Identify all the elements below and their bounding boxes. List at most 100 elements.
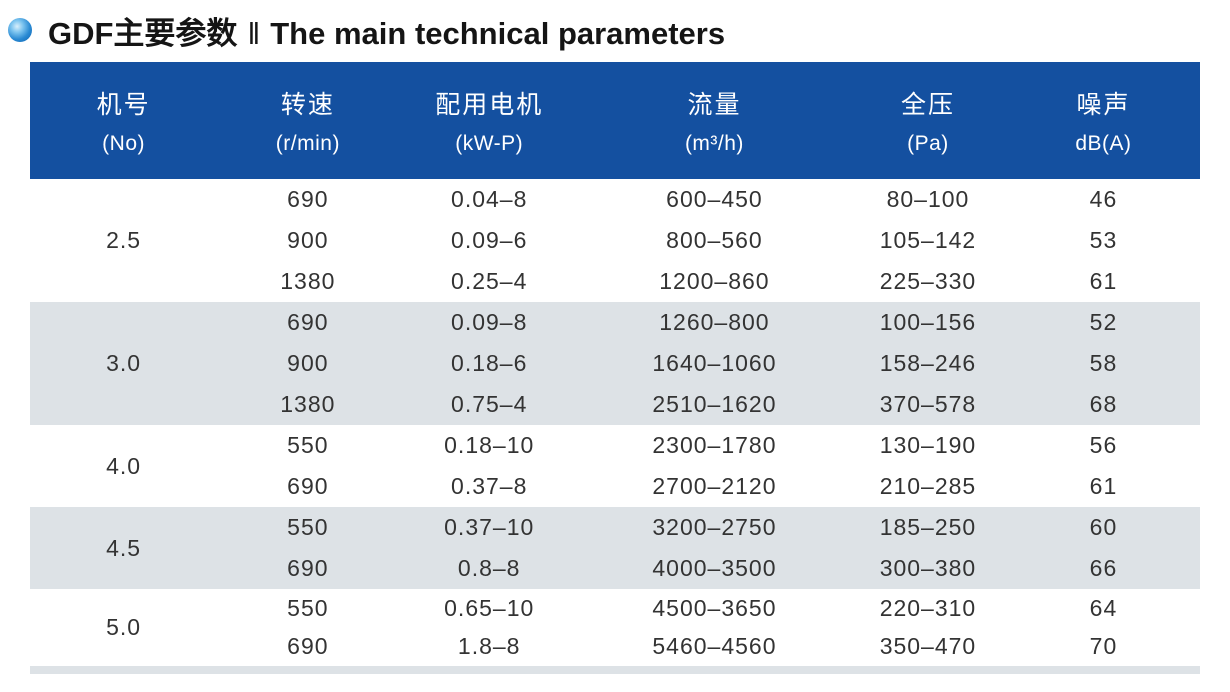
cell-motor: 0.37–8 xyxy=(451,473,528,499)
cell-noise: 66 xyxy=(1089,555,1118,581)
table-row: 1380 0.75–4 2510–1620 370–578 68 xyxy=(217,384,1200,425)
cell-pressure: 105–142 xyxy=(879,227,977,253)
cell-pressure: 210–285 xyxy=(879,473,977,499)
cell-speed: 690 xyxy=(287,633,329,660)
cell-pressure: 130–190 xyxy=(879,432,977,458)
cell-flow: 1640–1060 xyxy=(652,350,777,376)
cell-pressure: 300–380 xyxy=(879,555,977,581)
cell-noise: 56 xyxy=(1089,432,1118,458)
cell-speed: 550 xyxy=(287,514,329,540)
cell-speed: 900 xyxy=(287,350,329,376)
title-separator: ‖ xyxy=(247,15,261,51)
table-group: 4.5 550 0.37–10 3200–2750 185–250 60 690 0.8–8 4… xyxy=(30,507,1200,589)
section-title: GDF主要参数 ‖ The main technical parameters xyxy=(0,0,1230,56)
col-header-motor: 配用电机 (kW-P) xyxy=(435,91,544,155)
table-row: 1380 0.25–4 1200–860 225–330 61 xyxy=(217,261,1200,302)
cell-motor: 1.8–8 xyxy=(457,633,521,660)
cell-motor: 0.18–6 xyxy=(451,350,528,376)
cell-pressure: 158–246 xyxy=(879,350,977,376)
cell-flow: 1260–800 xyxy=(659,309,770,335)
cell-speed: 1380 xyxy=(280,391,336,417)
cell-pressure: 225–330 xyxy=(879,268,977,294)
table-row: 900 0.09–6 800–560 105–142 53 xyxy=(217,220,1200,261)
group-no-label: 4.0 xyxy=(106,452,142,479)
group-no-label: 3.0 xyxy=(106,350,142,376)
cell-flow: 2510–1620 xyxy=(652,391,777,417)
page-title-cn: GDF主要参数 xyxy=(48,15,238,51)
cell-motor: 0.09–6 xyxy=(451,227,528,253)
col-header-speed: 转速 (r/min) xyxy=(275,91,340,155)
cell-noise: 70 xyxy=(1089,633,1118,660)
page-title-en: The main technical parameters xyxy=(270,15,726,51)
table-row: 550 0.37–10 3200–2750 185–250 60 xyxy=(217,507,1200,548)
cell-speed: 690 xyxy=(287,555,329,581)
cell-motor: 0.09–8 xyxy=(451,309,528,335)
cell-flow: 2300–1780 xyxy=(652,432,777,458)
table-header: 机号 (No) 转速 (r/min) 配用电机 (kW-P) 流量 (m³/h)… xyxy=(30,62,1200,179)
cell-speed: 1380 xyxy=(280,268,336,294)
col-header-noise: 噪声 dB(A) xyxy=(1075,91,1132,155)
table-group: 4.0 550 0.18–10 2300–1780 130–190 56 690 0.37–8… xyxy=(30,425,1200,507)
col-header-pressure: 全压 (Pa) xyxy=(900,91,955,155)
cell-pressure: 370–578 xyxy=(879,391,977,417)
cell-motor: 0.75–4 xyxy=(451,391,528,417)
col-header-flow: 流量 (m³/h) xyxy=(684,91,744,155)
bullet-icon xyxy=(8,18,32,42)
table-row: 900 0.18–6 1640–1060 158–246 58 xyxy=(217,343,1200,384)
cell-pressure: 220–310 xyxy=(879,594,977,621)
table-row: 690 0.04–8 600–450 80–100 46 xyxy=(217,179,1200,220)
cell-speed: 550 xyxy=(287,594,329,621)
table-row: 690 0.37–8 2700–2120 210–285 61 xyxy=(217,466,1200,507)
cell-speed: 550 xyxy=(287,432,329,458)
cell-pressure: 185–250 xyxy=(879,514,977,540)
cell-flow: 4000–3500 xyxy=(652,555,777,581)
cell-speed: 900 xyxy=(287,227,329,253)
table-group: 5.0 550 0.65–10 4500–3650 220–310 64 690 1.8–8 5… xyxy=(30,589,1200,666)
cell-noise: 61 xyxy=(1089,268,1118,294)
cell-pressure: 80–100 xyxy=(886,186,970,212)
group-rows: 690 0.09–8 1260–800 100–156 52 900 0.18–6 1640–… xyxy=(217,302,1200,425)
cell-noise: 60 xyxy=(1089,514,1118,540)
group-no-label: 5.0 xyxy=(106,614,142,640)
cell-motor: 0.04–8 xyxy=(451,186,528,212)
table-row: 690 1.8–8 5460–4560 350–470 70 xyxy=(217,628,1200,667)
table-row: 690 0.8–8 4000–3500 300–380 66 xyxy=(217,548,1200,589)
cell-flow: 2700–2120 xyxy=(652,473,777,499)
group-no-label: 4.5 xyxy=(106,534,142,561)
cell-motor: 0.65–10 xyxy=(444,594,535,621)
page-title: GDF主要参数 ‖ The main technical parameters xyxy=(48,8,725,53)
table-group: 2.5 690 0.04–8 600–450 80–100 46 900 0.09–6 800–… xyxy=(30,179,1200,302)
cell-flow: 1200–860 xyxy=(659,268,770,294)
cell-motor: 0.18–10 xyxy=(444,432,535,458)
cell-flow: 600–450 xyxy=(666,186,763,212)
group-rows: 550 0.65–10 4500–3650 220–310 64 690 1.8–8 5460… xyxy=(217,589,1200,666)
group-rows: 550 0.37–10 3200–2750 185–250 60 690 0.8–8 4000… xyxy=(217,507,1200,589)
cell-noise: 58 xyxy=(1089,350,1118,376)
col-header-no: 机号 (No) xyxy=(96,91,151,155)
cell-pressure: 100–156 xyxy=(879,309,977,335)
table-row: 550 0.18–10 2300–1780 130–190 56 xyxy=(217,425,1200,466)
group-rows: 690 0.04–8 600–450 80–100 46 900 0.09–6 800–560… xyxy=(217,179,1200,302)
cell-motor: 0.25–4 xyxy=(451,268,528,294)
cell-flow: 3200–2750 xyxy=(652,514,777,540)
cell-flow: 4500–3650 xyxy=(652,594,777,621)
table-body: 2.5 690 0.04–8 600–450 80–100 46 900 0.09–6 800–… xyxy=(30,179,1200,666)
cell-noise: 52 xyxy=(1089,309,1118,335)
cell-pressure: 350–470 xyxy=(879,633,977,660)
cell-speed: 690 xyxy=(287,473,329,499)
table-group: 3.0 690 0.09–8 1260–800 100–156 52 900 0.18–6 16… xyxy=(30,302,1200,425)
table-row: 690 0.09–8 1260–800 100–156 52 xyxy=(217,302,1200,343)
cell-motor: 0.37–10 xyxy=(444,514,535,540)
cell-speed: 690 xyxy=(287,186,329,212)
cell-noise: 61 xyxy=(1089,473,1118,499)
cell-noise: 53 xyxy=(1089,227,1118,253)
group-rows: 550 0.18–10 2300–1780 130–190 56 690 0.37–8 270… xyxy=(217,425,1200,507)
cell-flow: 800–560 xyxy=(666,227,763,253)
parameters-table: 机号 (No) 转速 (r/min) 配用电机 (kW-P) 流量 (m³/h)… xyxy=(30,62,1200,674)
group-no-label: 2.5 xyxy=(106,227,142,253)
cell-noise: 64 xyxy=(1089,594,1118,621)
cell-noise: 68 xyxy=(1089,391,1118,417)
table-row: 550 0.65–10 4500–3650 220–310 64 xyxy=(217,589,1200,628)
cell-noise: 46 xyxy=(1089,186,1118,212)
cell-flow: 5460–4560 xyxy=(652,633,777,660)
